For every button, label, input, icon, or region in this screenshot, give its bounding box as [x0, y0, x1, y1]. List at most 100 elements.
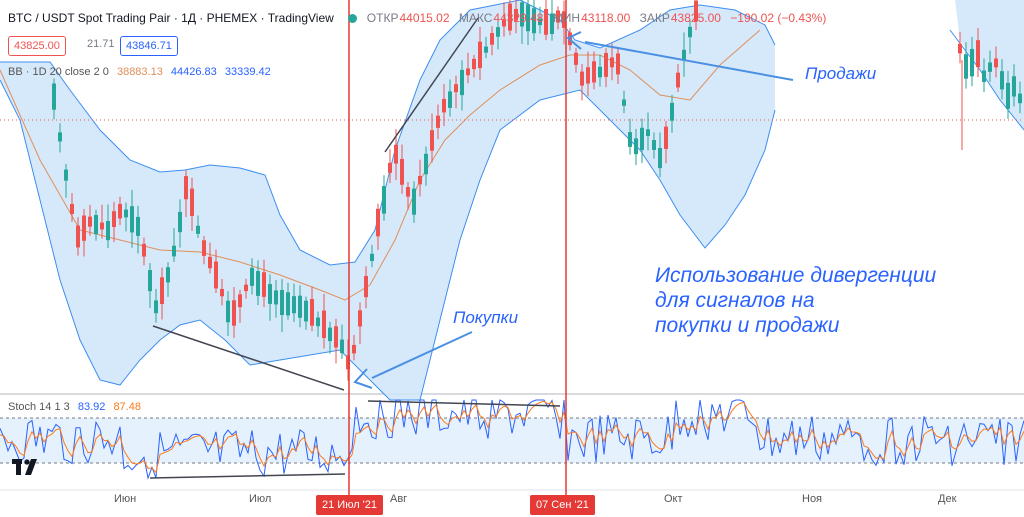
tradingview-logo-icon[interactable]	[12, 458, 44, 476]
stoch-d-line	[0, 400, 1024, 474]
candle-body	[298, 295, 302, 318]
candle-body	[340, 339, 344, 354]
candle-body	[484, 46, 488, 53]
candle-body	[472, 58, 476, 70]
buy-annotation: Покупки	[453, 308, 519, 327]
candle-body	[688, 26, 692, 38]
candle-body	[88, 216, 92, 227]
bollinger-upper-line	[0, 0, 776, 266]
candle-body	[154, 300, 158, 314]
candle-body	[52, 83, 56, 110]
symbol-title[interactable]: BTC / USDT Spot Trading Pair · 1Д · PHEM…	[8, 11, 334, 25]
candle-body	[616, 53, 620, 75]
candle-body	[394, 144, 398, 164]
candle-body	[310, 298, 314, 326]
candle-body	[538, 18, 542, 26]
candle-body	[400, 159, 404, 185]
stoch-legend[interactable]: Stoch 14 1 3 83.92 87.48	[8, 401, 141, 413]
candle-body	[220, 288, 224, 297]
candle-body	[604, 52, 608, 77]
candle-body	[658, 147, 662, 169]
candle-body	[208, 256, 212, 269]
candle-body	[166, 267, 170, 283]
candle-body	[112, 211, 116, 227]
candle-body	[556, 10, 560, 23]
buy-arrow	[371, 331, 473, 379]
candle-body	[466, 68, 470, 76]
candle-body	[424, 153, 428, 175]
candle-body	[598, 66, 602, 78]
candle-body	[358, 310, 362, 327]
candle-body	[280, 289, 284, 316]
sell-arrowhead	[566, 31, 582, 50]
candle-body	[346, 355, 350, 370]
candle-body	[274, 290, 278, 305]
candle-body	[250, 267, 254, 286]
candle-body	[262, 272, 266, 297]
candle-body	[682, 49, 686, 60]
spread-value: 21.71	[87, 38, 115, 50]
ohlc-values: ОТКР44015.02 МАКС44329.48 МИН43118.00 ЗА…	[366, 11, 827, 25]
candle-body	[964, 54, 968, 79]
candle-body	[130, 206, 134, 233]
candle-body	[64, 169, 68, 181]
candle-body	[232, 300, 236, 326]
candle-body	[178, 211, 182, 233]
candle-body	[268, 284, 272, 304]
candle-body	[214, 261, 218, 289]
stoch-band-fill	[0, 418, 1024, 463]
candle-body	[412, 188, 416, 215]
candle-body	[502, 19, 506, 27]
candle-body	[1018, 93, 1022, 104]
bb-legend[interactable]: BB · 1D 20 close 2 0 38883.13 44426.83 3…	[8, 66, 271, 78]
candle-body	[190, 188, 194, 216]
stoch-k-value: 83.92	[77, 401, 106, 413]
candle-body	[610, 57, 614, 68]
candle-body	[1012, 76, 1016, 97]
candle-body	[508, 3, 512, 31]
candle-body	[334, 326, 338, 348]
candle-body	[520, 2, 524, 27]
month-label: Июл	[249, 493, 272, 505]
candle-body	[388, 162, 392, 173]
candle-body	[574, 52, 578, 65]
sell-price-button[interactable]: 43825.00	[8, 36, 66, 56]
candle-body	[202, 240, 206, 256]
candle-body	[184, 176, 188, 200]
candle-body	[448, 91, 452, 108]
candle-body	[226, 300, 230, 323]
bb-basis-value: 38883.13	[116, 66, 163, 78]
sell-annotation: Продажи	[805, 64, 877, 83]
bollinger-lower-line	[949, 29, 1024, 131]
date-marker-label: 07 Сен '21	[530, 495, 595, 515]
candle-body	[376, 208, 380, 237]
sell-arrow	[584, 41, 794, 81]
candle-body	[382, 186, 386, 214]
stoch-k-line	[0, 399, 1024, 480]
candle-body	[988, 62, 992, 72]
candle-body	[94, 214, 98, 235]
candle-body	[76, 225, 80, 248]
candle-body	[430, 130, 434, 151]
candle-body	[694, 0, 698, 22]
candle-body	[1006, 82, 1010, 109]
candle-body	[454, 84, 458, 93]
candle-body	[70, 203, 74, 215]
candle-body	[478, 41, 482, 69]
candle-body	[664, 126, 668, 149]
candle-body	[244, 284, 248, 292]
candle-body	[58, 132, 62, 142]
candle-body	[142, 243, 146, 257]
candle-body	[418, 175, 422, 185]
buy-price-button[interactable]: 43846.71	[120, 36, 178, 56]
stoch-divergence-line	[367, 400, 561, 407]
candle-body	[514, 8, 518, 21]
candle-body	[406, 187, 410, 197]
candle-body	[580, 71, 584, 86]
candle-body	[364, 275, 368, 298]
divergence-line	[384, 17, 479, 153]
candle-body	[634, 138, 638, 155]
bb-lower-value: 33339.42	[224, 66, 271, 78]
month-label: Дек	[938, 493, 957, 505]
